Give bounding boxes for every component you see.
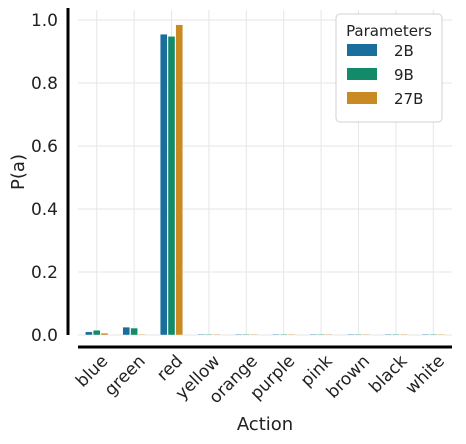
x-tick-label-brown: brown [323,351,374,402]
bar-27B-black [400,334,408,336]
bar-9B-orange [242,334,251,336]
y-tick-labels: 0.0 0.2 0.4 0.6 0.8 1.0 [31,11,58,346]
bar-27B-purple [287,334,296,336]
bar-27B-blue [100,332,109,336]
legend-title: Parameters [346,22,432,40]
bar-27B-yellow [212,334,221,336]
bar-9B-blue [92,330,101,336]
y-tick-label-0: 0.0 [31,326,58,346]
legend-swatch-27B [347,92,377,104]
x-axis-title: Action [237,414,293,435]
bar-9B-brown [354,334,363,336]
gridlines [78,10,452,336]
legend-swatch-9B [347,68,377,80]
bar-27B-red [175,24,184,336]
bar-2B-pink [309,334,317,336]
y-tick-label-2: 0.4 [31,200,58,220]
bar-9B-black [392,334,400,336]
bar-2B-white [421,334,430,336]
legend: Parameters 2B 9B 27B [335,13,443,123]
bar-2B-black [384,334,392,336]
legend-label-2B: 2B [394,42,414,60]
bar-2B-purple [272,334,280,336]
bar-27B-pink [325,334,333,336]
legend-label-9B: 9B [394,66,414,84]
bar-27B-brown [362,334,370,336]
legend-label-27B: 27B [394,90,423,108]
bar-2B-blue [85,331,93,336]
bar-9B-yellow [205,334,213,336]
bar-9B-green [130,327,138,336]
y-axis-title: P(a) [8,154,29,190]
bar-27B-white [437,334,445,336]
bar-9B-purple [280,334,288,336]
y-tick-label-5: 1.0 [31,11,58,31]
bar-9B-red [167,36,176,336]
y-tick-label-1: 0.2 [31,263,58,283]
bar-2B-red [159,33,168,336]
y-tick-label-4: 0.8 [31,74,58,94]
bar-27B-green [138,334,146,336]
y-tick-label-3: 0.6 [31,137,58,157]
bar-2B-green [122,326,131,336]
x-tick-label-white: white [402,351,449,398]
x-tick-label-black: black [365,351,411,397]
bar-2B-yellow [197,334,205,336]
bar-9B-pink [317,334,325,336]
legend-swatch-2B [347,44,377,56]
bar-2B-orange [234,334,243,336]
bar-9B-white [429,334,437,336]
bar-27B-orange [250,334,258,336]
bar-2B-brown [347,334,355,336]
bars [85,24,445,336]
x-tick-label-green: green [101,351,150,400]
